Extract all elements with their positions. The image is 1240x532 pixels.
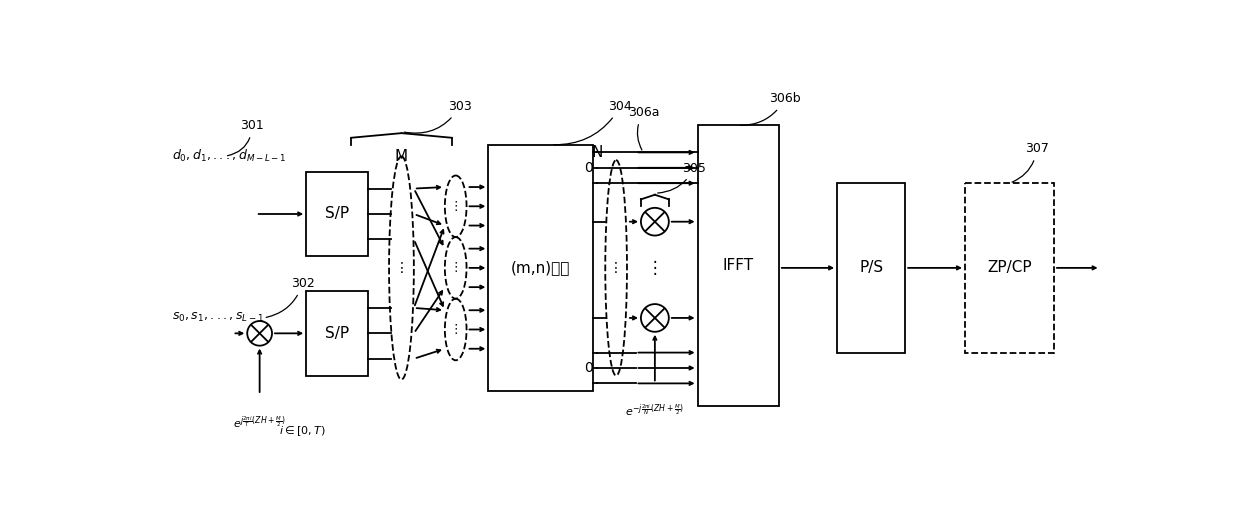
Text: $e^{j\frac{2\pi i}{T}(ZH+\frac{M}{2})}$: $e^{j\frac{2\pi i}{T}(ZH+\frac{M}{2})}$ (233, 414, 286, 430)
Text: IFFT: IFFT (723, 259, 754, 273)
Text: (m,n)插值: (m,n)插值 (511, 260, 570, 276)
Text: $e^{-j\frac{2\pi i}{N}(ZH+\frac{M}{2})}$: $e^{-j\frac{2\pi i}{N}(ZH+\frac{M}{2})}$ (625, 403, 684, 418)
Text: 306b: 306b (742, 93, 801, 126)
Bar (489, 145, 593, 391)
Text: 303: 303 (404, 100, 471, 133)
Text: $i\in[0,T)$: $i\in[0,T)$ (279, 424, 325, 438)
Text: ⋮: ⋮ (449, 200, 463, 213)
Text: N: N (591, 145, 603, 160)
Bar (306, 291, 368, 376)
Text: S/P: S/P (325, 206, 350, 221)
Text: ⋮: ⋮ (609, 261, 622, 275)
Text: ZP/CP: ZP/CP (987, 260, 1032, 276)
Text: 307: 307 (1012, 143, 1049, 182)
Bar (965, 183, 1054, 353)
Bar (306, 172, 368, 256)
Text: 305: 305 (657, 162, 706, 193)
Bar (837, 183, 905, 353)
Text: ⋮: ⋮ (449, 261, 463, 275)
Text: 302: 302 (267, 277, 315, 318)
Text: S/P: S/P (325, 326, 350, 341)
Text: $d_0,d_1,...,d_{M-L-1}$: $d_0,d_1,...,d_{M-L-1}$ (172, 148, 286, 164)
Text: M: M (394, 148, 408, 163)
Text: P/S: P/S (859, 260, 883, 276)
Text: 301: 301 (227, 119, 264, 156)
Text: ⋮: ⋮ (394, 261, 408, 275)
Bar (697, 126, 779, 406)
Text: 0: 0 (584, 161, 593, 175)
Text: ⋮: ⋮ (449, 323, 463, 336)
Text: 0: 0 (584, 361, 593, 375)
Text: 306a: 306a (627, 106, 660, 150)
Text: ⋮: ⋮ (646, 259, 663, 277)
Text: 304: 304 (554, 100, 632, 145)
Text: $s_0,s_1,...,s_{L-1}$: $s_0,s_1,...,s_{L-1}$ (172, 311, 264, 325)
